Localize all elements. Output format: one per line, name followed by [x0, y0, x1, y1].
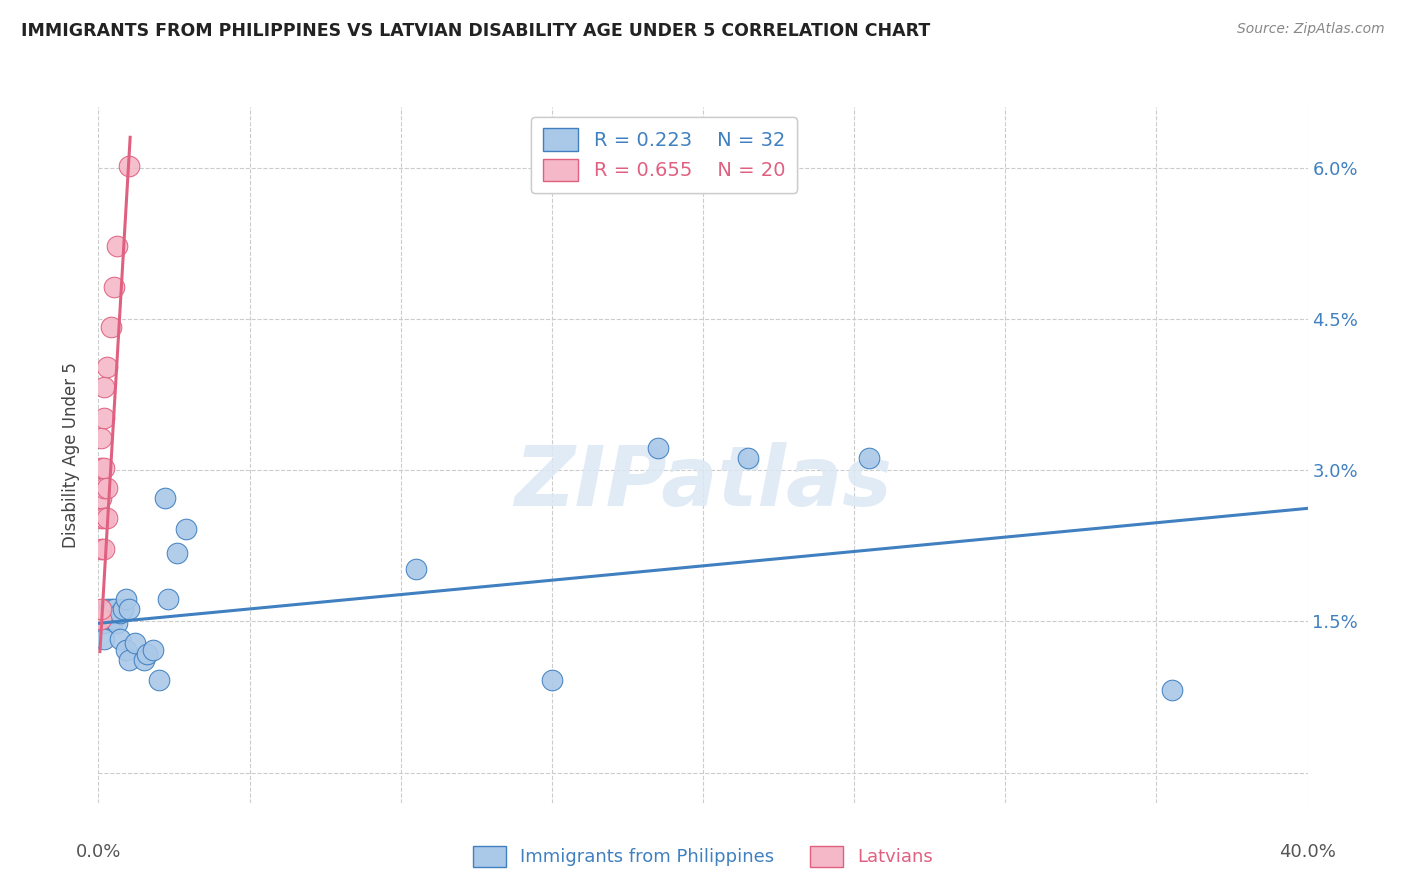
Point — [105, 616, 128, 631]
Point — [118, 602, 141, 616]
Point — [737, 450, 759, 465]
Point — [96, 360, 118, 375]
Point — [90, 612, 112, 626]
Point — [93, 481, 115, 495]
Point — [114, 642, 136, 657]
Point — [90, 461, 112, 475]
Point — [405, 562, 427, 576]
Point — [103, 612, 125, 626]
Point — [132, 652, 155, 666]
Legend: R = 0.223    N = 32, R = 0.655    N = 20: R = 0.223 N = 32, R = 0.655 N = 20 — [531, 117, 797, 193]
Point — [100, 612, 122, 626]
Point — [124, 636, 146, 650]
Text: 0.0%: 0.0% — [76, 843, 121, 861]
Point — [90, 431, 112, 445]
Point — [90, 511, 112, 525]
Point — [100, 602, 122, 616]
Point — [118, 652, 141, 666]
Point — [103, 602, 125, 616]
Point — [858, 450, 880, 465]
Point — [156, 592, 179, 607]
Point — [93, 511, 115, 525]
Point — [96, 511, 118, 525]
Point — [96, 481, 118, 495]
Text: Source: ZipAtlas.com: Source: ZipAtlas.com — [1237, 22, 1385, 37]
Point — [90, 606, 112, 620]
Text: 40.0%: 40.0% — [1279, 843, 1336, 861]
Point — [103, 279, 125, 293]
Point — [90, 602, 112, 616]
Point — [90, 491, 112, 506]
Y-axis label: Disability Age Under 5: Disability Age Under 5 — [62, 362, 80, 548]
Point — [153, 491, 176, 506]
Point — [142, 642, 165, 657]
Point — [93, 380, 115, 394]
Point — [105, 239, 128, 253]
Point — [100, 319, 122, 334]
Legend: Immigrants from Philippines, Latvians: Immigrants from Philippines, Latvians — [465, 838, 941, 874]
Point — [111, 602, 134, 616]
Point — [1160, 682, 1182, 697]
Point — [93, 461, 115, 475]
Point — [96, 606, 118, 620]
Point — [96, 602, 118, 616]
Point — [108, 632, 131, 647]
Point — [93, 616, 115, 631]
Point — [114, 592, 136, 607]
Point — [93, 632, 115, 647]
Point — [118, 159, 141, 173]
Point — [166, 546, 188, 560]
Point — [90, 541, 112, 556]
Text: ZIPatlas: ZIPatlas — [515, 442, 891, 524]
Point — [93, 541, 115, 556]
Point — [108, 606, 131, 620]
Point — [174, 522, 197, 536]
Point — [135, 647, 157, 661]
Point — [93, 410, 115, 425]
Point — [647, 441, 669, 455]
Point — [540, 673, 562, 687]
Text: IMMIGRANTS FROM PHILIPPINES VS LATVIAN DISABILITY AGE UNDER 5 CORRELATION CHART: IMMIGRANTS FROM PHILIPPINES VS LATVIAN D… — [21, 22, 931, 40]
Point — [148, 673, 170, 687]
